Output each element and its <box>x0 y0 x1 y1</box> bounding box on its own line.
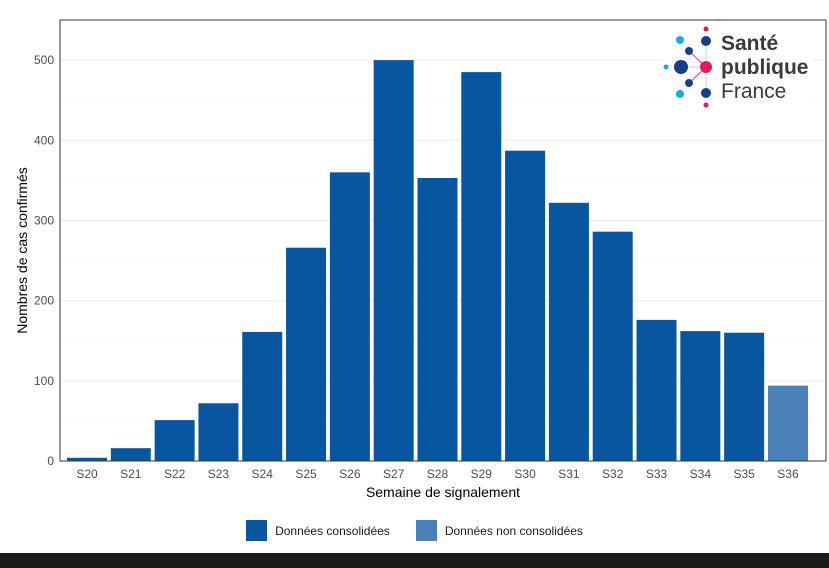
terminal-strip <box>0 553 829 568</box>
bar-S35 <box>724 332 765 461</box>
bar-S24 <box>242 331 283 461</box>
bar-S29 <box>461 72 502 462</box>
x-tick-label: S31 <box>558 467 580 481</box>
sante-publique-france-logo: Santé publique France <box>663 24 813 109</box>
legend-swatch <box>246 520 268 541</box>
plot-border <box>59 19 827 462</box>
bar-S30 <box>505 150 546 462</box>
x-tick-label: S22 <box>164 467 186 481</box>
x-tick-label: S36 <box>777 467 799 481</box>
y-tick-label: 200 <box>34 294 54 308</box>
bar-S36 <box>767 385 808 461</box>
bar-S32 <box>592 231 633 461</box>
x-tick-label: S32 <box>602 467 624 481</box>
logo-line1: Santé <box>721 32 779 55</box>
y-tick-label: 400 <box>34 133 54 147</box>
logo-line2: publique <box>721 56 809 79</box>
bar-S25 <box>286 247 327 461</box>
y-axis-title: Nombres de cas confirmés <box>14 167 30 334</box>
y-tick-label: 100 <box>34 374 54 388</box>
bar-S22 <box>154 420 195 461</box>
x-tick-label: S33 <box>646 467 668 481</box>
bar-S34 <box>680 331 721 461</box>
legend-item-non-consolidated: Données non consolidées <box>415 520 583 541</box>
x-tick-label: S29 <box>471 467 493 481</box>
x-axis-title: Semaine de signalement <box>366 484 520 500</box>
y-tick-label: 300 <box>34 213 54 227</box>
logo-dots-icon <box>663 26 712 108</box>
bar-S20 <box>67 457 107 461</box>
x-tick-label: S35 <box>733 467 755 481</box>
x-tick-label: S25 <box>295 467 317 481</box>
legend-item-consolidated: Données consolidées <box>246 520 390 541</box>
y-tick-label: 0 <box>47 454 54 468</box>
x-tick-label: S26 <box>339 467 361 481</box>
x-tick-label: S24 <box>252 467 274 481</box>
bar-S23 <box>198 403 239 461</box>
y-tick-label: 500 <box>34 53 54 67</box>
logo-line3: France <box>721 80 787 103</box>
legend: Données consolidées Données non consolid… <box>0 520 829 541</box>
bar-S31 <box>548 202 589 461</box>
bar-S27 <box>373 60 414 461</box>
x-tick-label: S28 <box>427 467 449 481</box>
legend-label: Données consolidées <box>275 523 390 538</box>
x-tick-label: S27 <box>383 467 405 481</box>
bar-S28 <box>417 177 458 461</box>
legend-swatch <box>415 520 437 541</box>
x-tick-label: S34 <box>690 467 712 481</box>
x-tick-label: S30 <box>514 467 536 481</box>
x-tick-label: S23 <box>208 467 230 481</box>
bar-S26 <box>329 172 370 461</box>
legend-label: Données non consolidées <box>444 523 583 538</box>
x-tick-label: S20 <box>76 467 98 481</box>
x-tick-label: S21 <box>120 467 142 481</box>
bar-S33 <box>636 319 677 461</box>
bar-S21 <box>110 448 151 461</box>
